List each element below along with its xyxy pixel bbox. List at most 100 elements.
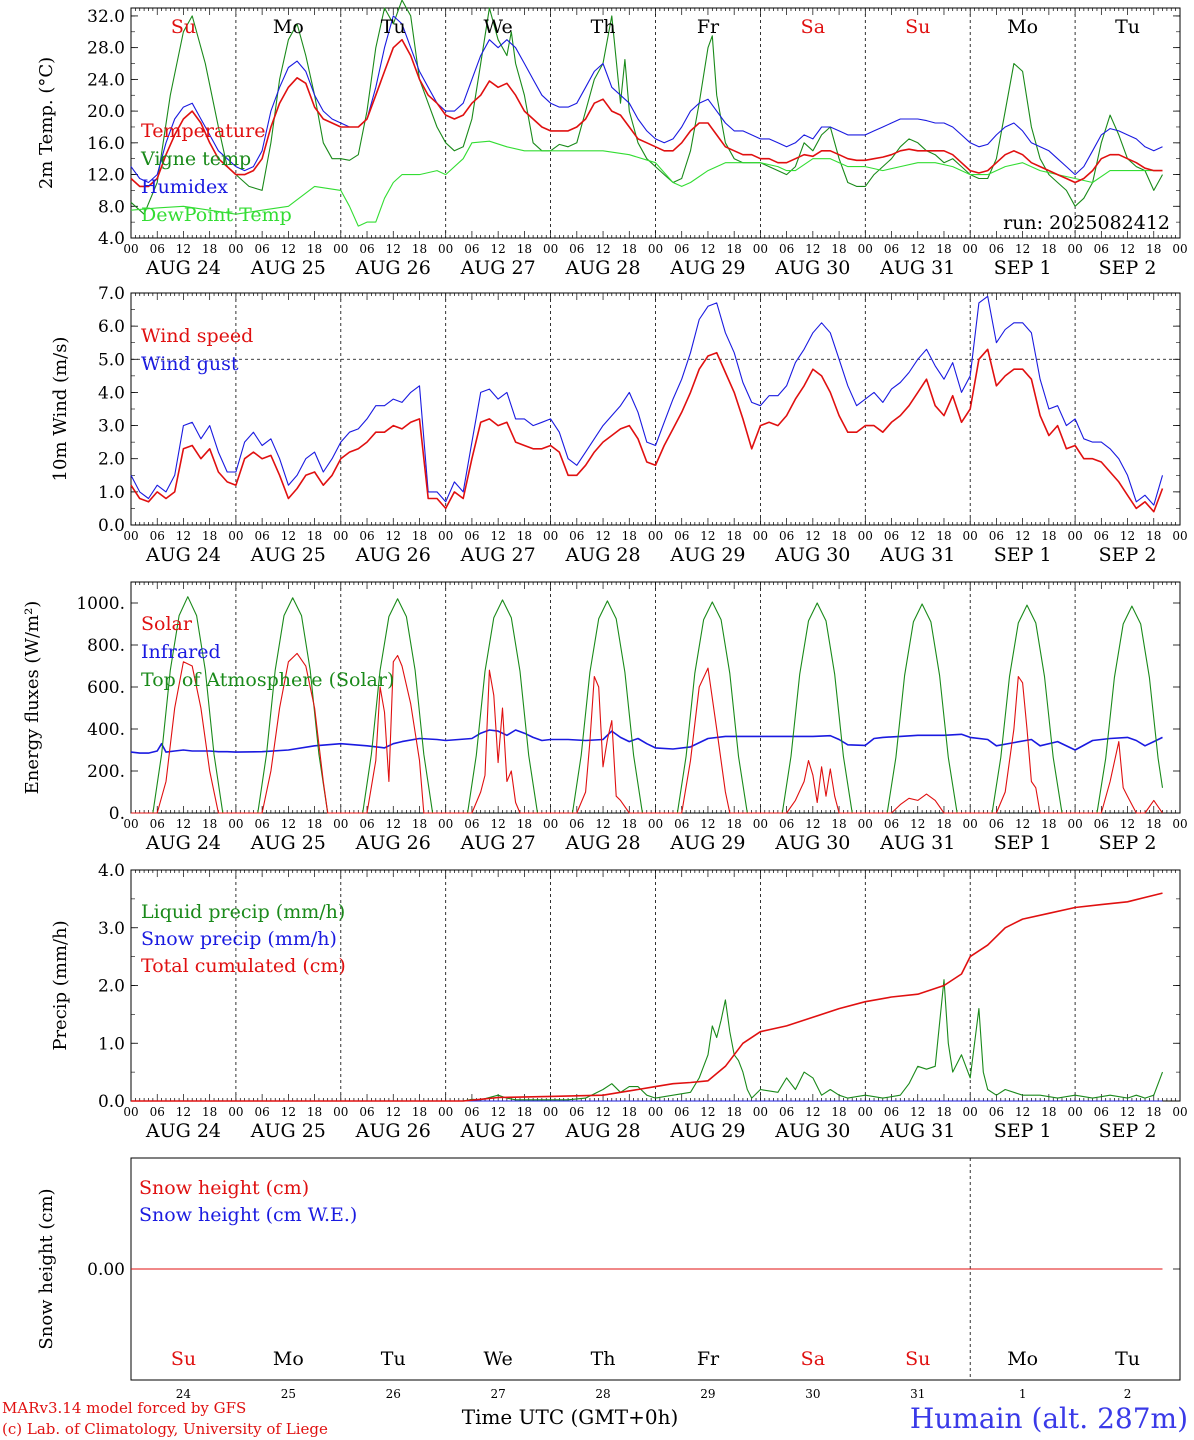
legend-entry: Snow height (cm) [139, 1177, 309, 1199]
hour-tick-label: 06 [779, 1105, 794, 1119]
panel-snow: 0.00 Snow height (cm) Snow height (cm) Snow… [36, 1157, 1181, 1401]
hour-tick-label: 18 [831, 242, 846, 256]
hour-tick-label: 12 [1120, 1105, 1135, 1119]
weekday-label: Tu [1115, 16, 1140, 38]
hour-tick-label: 18 [307, 817, 322, 831]
series-line [130, 348, 1164, 513]
hour-tick-label: 12 [805, 529, 820, 543]
series-line [130, 0, 1163, 215]
hour-tick-label: 06 [569, 242, 584, 256]
hour-tick-label: 06 [359, 242, 374, 256]
hour-tick-label: 18 [1146, 817, 1161, 831]
hour-tick-label: 00 [1067, 817, 1082, 831]
hour-tick-label: 06 [464, 242, 479, 256]
hour-tick-label: 00 [543, 1105, 558, 1119]
hour-tick-label: 00 [228, 1105, 243, 1119]
hour-tick-label: 18 [412, 529, 427, 543]
panel-precip: 00 06 12 18 00 06 12 18 00 06 12 18 00 06 12 18 00 06 12 18… [50, 861, 1188, 1142]
date-label: AUG 27 [460, 1120, 536, 1142]
hour-tick-label: 12 [386, 529, 401, 543]
hour-tick-label: 06 [464, 817, 479, 831]
hour-tick-label: 06 [989, 817, 1004, 831]
date-label: AUG 26 [355, 544, 431, 566]
hour-tick-label: 12 [1120, 242, 1135, 256]
date-label: AUG 28 [564, 832, 640, 854]
date-label: SEP 1 [994, 1120, 1052, 1142]
hour-tick-label: 06 [1094, 817, 1109, 831]
hour-tick-label: 00 [123, 242, 138, 256]
weekday-label: Su [905, 16, 930, 38]
hour-tick-label: 12 [595, 242, 610, 256]
hour-tick-label: 00 [228, 817, 243, 831]
hour-tick-label: 12 [805, 242, 820, 256]
weekday-label: We [484, 1348, 513, 1370]
series-line [130, 38, 1163, 188]
hour-tick-label: 18 [831, 1105, 846, 1119]
hour-tick-label: 06 [254, 529, 269, 543]
hour-tick-label: 00 [858, 529, 873, 543]
hour-tick-label: 12 [491, 529, 506, 543]
day-number-label: 31 [910, 1387, 925, 1401]
date-label: AUG 29 [669, 832, 745, 854]
hour-tick-label: 12 [491, 242, 506, 256]
legend-entry: Total cumulated (cm) [141, 955, 346, 977]
hour-tick-label: 12 [386, 817, 401, 831]
weekday-label: Th [591, 16, 616, 38]
hour-tick-label: 18 [936, 529, 951, 543]
weekday-label: Tu [1115, 1348, 1140, 1370]
day-number-label: 28 [595, 1387, 610, 1401]
series-line [130, 295, 1164, 506]
hour-tick-label: 12 [700, 817, 715, 831]
hour-tick-label: 06 [150, 242, 165, 256]
y-tick-label: 12.0 [87, 166, 125, 186]
y-tick-label: 2.0 [98, 450, 125, 470]
hour-tick-label: 12 [176, 817, 191, 831]
hour-tick-label: 00 [123, 529, 138, 543]
weekday-label: Su [171, 1348, 196, 1370]
hour-tick-label: 00 [753, 529, 768, 543]
hour-tick-label: 06 [884, 529, 899, 543]
hour-tick-label: 18 [1146, 1105, 1161, 1119]
model-credit: MARv3.14 model forced by GFS [2, 1399, 246, 1417]
hour-tick-label: 06 [989, 1105, 1004, 1119]
hour-tick-label: 00 [228, 242, 243, 256]
hour-tick-label: 18 [727, 529, 742, 543]
hour-tick-label: 06 [674, 242, 689, 256]
hour-tick-label: 12 [386, 1105, 401, 1119]
series-line [131, 596, 1164, 814]
date-label: AUG 30 [774, 832, 850, 854]
hour-tick-label: 12 [176, 1105, 191, 1119]
date-label: AUG 27 [460, 832, 536, 854]
day-number-label: 24 [176, 1387, 192, 1401]
hour-tick-label: 06 [674, 1105, 689, 1119]
day-number-label: 29 [700, 1387, 715, 1401]
hour-tick-label: 00 [963, 529, 978, 543]
hour-tick-label: 18 [727, 1105, 742, 1119]
y-axis-label: Snow height (cm) [36, 1188, 57, 1349]
date-label: AUG 29 [669, 1120, 745, 1142]
date-label: AUG 30 [774, 544, 850, 566]
hour-tick-label: 00 [333, 1105, 348, 1119]
hour-tick-label: 18 [517, 1105, 532, 1119]
hour-tick-label: 18 [622, 529, 637, 543]
hour-tick-label: 18 [517, 529, 532, 543]
date-label: SEP 1 [994, 257, 1052, 279]
hour-tick-label: 12 [700, 529, 715, 543]
y-tick-label: 200. [87, 762, 125, 782]
hour-tick-label: 00 [438, 242, 453, 256]
lab-credit: (c) Lab. of Climatology, University of L… [2, 1420, 328, 1438]
hour-tick-label: 06 [359, 529, 374, 543]
hour-tick-label: 18 [622, 1105, 637, 1119]
weekday-label: Tu [381, 16, 406, 38]
hour-tick-label: 06 [254, 817, 269, 831]
weekday-label: Sa [801, 16, 825, 38]
hour-tick-label: 06 [1094, 242, 1109, 256]
day-number-label: 30 [805, 1387, 820, 1401]
weekday-label: Fr [697, 16, 720, 38]
legend-entry: Wind gust [141, 353, 239, 375]
hour-tick-label: 00 [228, 529, 243, 543]
hour-tick-label: 12 [595, 1105, 610, 1119]
hour-tick-label: 12 [700, 242, 715, 256]
date-label: SEP 2 [1099, 257, 1157, 279]
legend-entry: Snow height (cm W.E.) [139, 1204, 357, 1226]
